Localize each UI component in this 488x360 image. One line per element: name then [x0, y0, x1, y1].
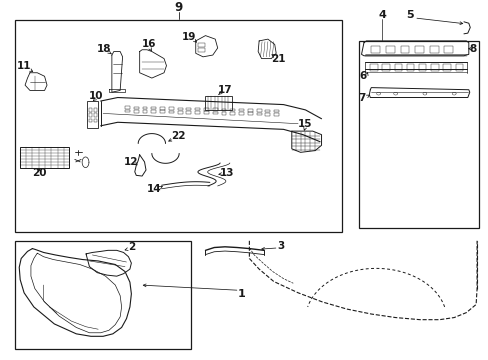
Bar	[87, 101, 98, 127]
Bar	[256, 113, 261, 116]
Text: 21: 21	[271, 54, 285, 64]
Bar	[151, 107, 156, 109]
Bar	[230, 109, 235, 111]
Text: 3: 3	[277, 241, 284, 251]
Bar	[385, 46, 394, 53]
Bar	[239, 109, 244, 112]
Text: 5: 5	[406, 10, 413, 21]
Bar	[265, 113, 270, 116]
Bar	[358, 41, 478, 228]
Bar	[125, 109, 130, 112]
Text: 19: 19	[182, 32, 196, 42]
Text: 7: 7	[357, 93, 365, 103]
Bar	[177, 111, 182, 114]
Bar	[212, 108, 217, 111]
Bar	[94, 119, 97, 122]
Bar	[197, 48, 204, 52]
Bar	[160, 111, 164, 113]
Bar	[134, 107, 139, 109]
Text: 9: 9	[174, 1, 183, 14]
Bar	[406, 64, 413, 71]
Bar	[430, 64, 438, 71]
Bar	[94, 113, 97, 117]
Bar	[256, 109, 261, 112]
Text: 2: 2	[127, 242, 135, 252]
Text: 20: 20	[32, 168, 47, 178]
Bar	[274, 110, 279, 112]
Bar	[265, 109, 270, 112]
Bar	[195, 111, 200, 114]
Bar	[418, 64, 426, 71]
Bar	[15, 241, 190, 349]
Bar	[20, 147, 69, 168]
Bar	[400, 46, 408, 53]
Bar	[151, 110, 156, 113]
Bar	[186, 108, 191, 110]
Bar	[414, 46, 423, 53]
Text: 8: 8	[468, 44, 475, 54]
Bar	[443, 64, 450, 71]
Bar	[230, 112, 235, 115]
Bar	[89, 108, 92, 112]
Bar	[394, 64, 401, 71]
Text: 4: 4	[377, 10, 385, 21]
Bar	[197, 43, 204, 47]
Text: 15: 15	[298, 119, 312, 129]
Bar	[168, 107, 173, 110]
Bar	[203, 111, 208, 114]
Bar	[274, 113, 279, 116]
Bar	[221, 112, 226, 114]
Bar	[177, 108, 182, 110]
Text: 18: 18	[97, 44, 111, 54]
Bar	[89, 113, 92, 117]
Bar	[247, 112, 252, 115]
Text: 10: 10	[88, 91, 103, 101]
Text: 16: 16	[142, 40, 156, 49]
Text: 14: 14	[147, 184, 161, 194]
Bar	[455, 64, 462, 71]
Text: 17: 17	[217, 85, 232, 95]
Text: 12: 12	[123, 157, 138, 167]
Bar	[429, 46, 438, 53]
Bar	[134, 110, 139, 113]
Text: 13: 13	[220, 167, 234, 177]
Bar	[168, 111, 173, 113]
Bar	[15, 20, 341, 232]
Bar	[239, 112, 244, 115]
Bar	[142, 107, 147, 109]
Bar	[382, 64, 389, 71]
Bar	[370, 46, 379, 53]
Bar	[125, 106, 130, 109]
Bar	[195, 108, 200, 111]
Bar	[160, 107, 164, 110]
Bar	[89, 119, 92, 122]
Bar	[186, 111, 191, 114]
Bar	[94, 108, 97, 112]
Text: 22: 22	[171, 131, 185, 141]
Bar	[203, 108, 208, 111]
Bar	[221, 109, 226, 111]
Bar	[205, 96, 232, 110]
Bar	[247, 109, 252, 112]
Bar	[142, 110, 147, 113]
Bar	[212, 112, 217, 114]
Text: 11: 11	[17, 62, 31, 71]
Text: 6: 6	[358, 71, 366, 81]
Bar	[369, 64, 377, 71]
Text: 1: 1	[238, 289, 245, 299]
Bar	[444, 46, 452, 53]
